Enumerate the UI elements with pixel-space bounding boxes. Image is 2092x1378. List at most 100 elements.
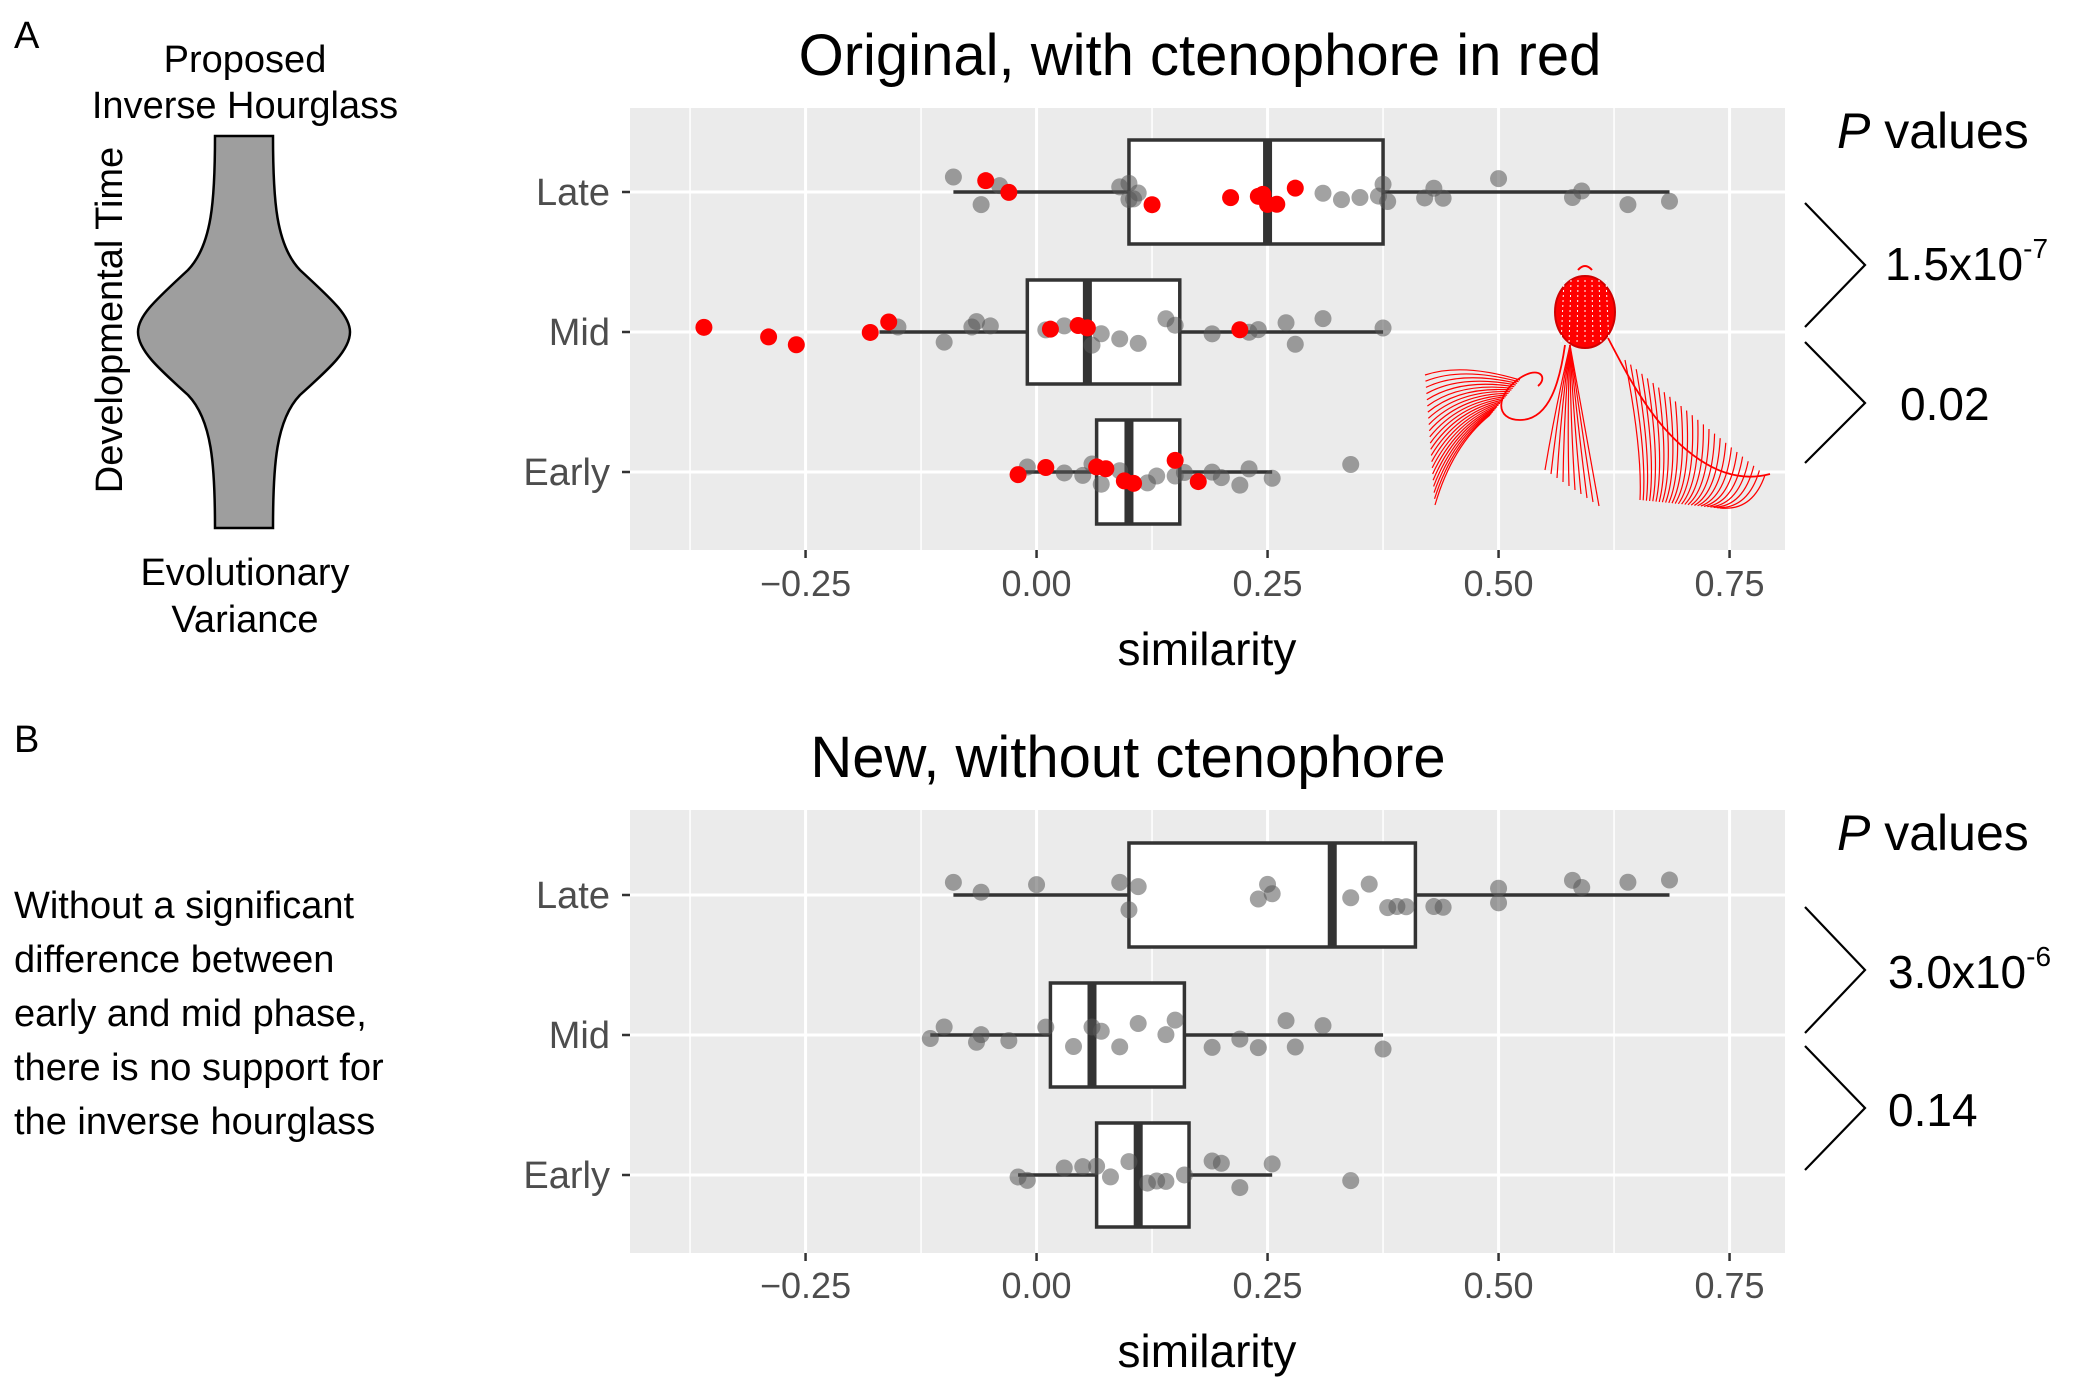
data-point-gray <box>1351 189 1369 207</box>
data-point-gray <box>1231 1179 1249 1197</box>
data-point-gray <box>1379 193 1397 211</box>
comb-row <box>1560 279 1565 346</box>
note-line-1: Without a significant <box>14 885 354 927</box>
data-point-red <box>1009 466 1027 484</box>
tentacle-filament <box>1681 419 1699 505</box>
data-point-gray <box>972 196 990 214</box>
data-point-gray <box>1166 1011 1184 1029</box>
data-point-gray <box>1111 178 1129 196</box>
data-point-gray <box>1212 1154 1230 1172</box>
data-point-gray <box>1573 878 1591 896</box>
tentacle-filament <box>1562 344 1571 483</box>
tentacle-filament <box>1658 387 1665 503</box>
comb-row <box>1605 279 1610 346</box>
data-point-gray <box>1074 1158 1092 1176</box>
data-point-gray <box>1000 1032 1018 1050</box>
tentacle-filament <box>1567 344 1571 487</box>
data-point-gray <box>1374 319 1392 337</box>
tentacle-filament <box>1425 373 1519 383</box>
data-point-gray <box>1286 335 1304 353</box>
tentacle-filament <box>1665 396 1674 503</box>
tentacle-filament <box>1433 412 1492 499</box>
note-line-5: the inverse hourglass <box>14 1101 375 1143</box>
data-point-gray <box>1490 879 1508 897</box>
tentacle-filament <box>1624 359 1641 501</box>
hourglass-title-line2: Inverse Hourglass <box>92 85 398 127</box>
data-point-red <box>1097 460 1115 478</box>
data-point-red <box>1143 196 1161 214</box>
tentacle-right <box>1607 337 1771 478</box>
tentacle-filament <box>1690 433 1716 506</box>
data-point-gray <box>1342 889 1360 907</box>
data-point-gray <box>1249 1039 1267 1057</box>
data-point-gray <box>1129 1015 1147 1033</box>
tentacle-filament <box>1652 382 1661 502</box>
panel-b-note: Without a significant difference between… <box>14 885 384 1143</box>
bracket-late-mid-b <box>1804 906 1867 1034</box>
data-point-gray <box>1434 189 1452 207</box>
chart-a-pvalues-header: P values <box>1837 103 2029 159</box>
data-point-gray <box>1129 334 1147 352</box>
data-point-gray <box>972 1026 990 1044</box>
tentacle-filament <box>1668 401 1679 504</box>
chart-b-title: New, without ctenophore <box>810 725 1445 790</box>
chart-b-points <box>921 871 1678 1197</box>
tentacle-filament <box>1424 369 1521 381</box>
data-point-gray <box>981 317 999 335</box>
tentacle-filament <box>1430 399 1503 450</box>
data-point-red <box>1125 474 1143 492</box>
data-point-gray <box>1231 1030 1249 1048</box>
data-point-gray <box>1120 191 1138 209</box>
data-point-gray <box>1111 1038 1129 1056</box>
data-point-red <box>1078 319 1096 337</box>
tentacle-filament <box>1550 344 1571 475</box>
data-point-gray <box>1263 469 1281 487</box>
tentacle-filament <box>1716 470 1760 509</box>
chart-b-x-ticks: −0.25 0.00 0.25 0.50 0.75 <box>760 1253 1765 1306</box>
tentacle-filament <box>1431 402 1501 462</box>
tentacle-filament <box>1677 415 1694 505</box>
data-point-gray <box>1342 1172 1360 1190</box>
data-point-gray <box>1416 189 1434 207</box>
chart-a-title: Original, with ctenophore in red <box>799 23 1602 88</box>
data-point-gray <box>1263 1155 1281 1173</box>
chart-b: New, without ctenophore Late Mid Early −0.… <box>523 725 1785 1377</box>
data-point-gray <box>1573 182 1591 200</box>
tentacle-filament <box>1428 394 1508 432</box>
data-point-gray <box>1157 1026 1175 1044</box>
tentacle-filament <box>1425 377 1518 388</box>
data-point-gray <box>921 1030 939 1048</box>
tentacle-filament <box>1641 373 1653 502</box>
data-point-gray <box>1240 460 1258 478</box>
tentacle-filament <box>1569 344 1594 503</box>
data-point-gray <box>1619 196 1637 214</box>
pvalue-late-mid-a-base: 1.5x10 <box>1885 238 2023 290</box>
data-point-gray <box>1203 1038 1221 1056</box>
data-point-gray <box>1231 476 1249 494</box>
y-tick-label: Mid <box>549 1015 610 1057</box>
data-point-gray <box>1249 321 1267 339</box>
pvalue-late-mid-a-exp: -7 <box>2023 233 2048 264</box>
data-point-red <box>1286 179 1304 197</box>
x-tick-label: 0.00 <box>1002 1265 1072 1306</box>
pvalue-late-mid-b: 3.0x10-6 <box>1888 941 2051 998</box>
x-tick-label: 0.25 <box>1233 563 1303 604</box>
note-line-3: early and mid phase, <box>14 993 367 1035</box>
data-point-gray <box>1661 192 1678 210</box>
tentacle-filament <box>1713 465 1755 508</box>
chart-b-pvalues-header: P values <box>1837 805 2029 861</box>
tentacle-filament <box>1671 405 1684 504</box>
y-tick-label: Late <box>536 172 610 214</box>
data-point-gray <box>1055 464 1073 482</box>
data-point-gray <box>1101 1168 1119 1186</box>
x-tick-label: 0.25 <box>1233 1265 1303 1306</box>
comb-row <box>1568 279 1572 346</box>
panel-a-letter: A <box>14 15 40 57</box>
data-point-gray <box>1018 1171 1036 1189</box>
x-tick-label: 0.00 <box>1002 563 1072 604</box>
data-point-gray <box>1166 316 1184 334</box>
data-point-red <box>880 313 898 331</box>
tentacle-filament <box>1687 428 1710 506</box>
hourglass-title-line1: Proposed <box>164 39 327 81</box>
data-point-gray <box>1065 1037 1083 1055</box>
